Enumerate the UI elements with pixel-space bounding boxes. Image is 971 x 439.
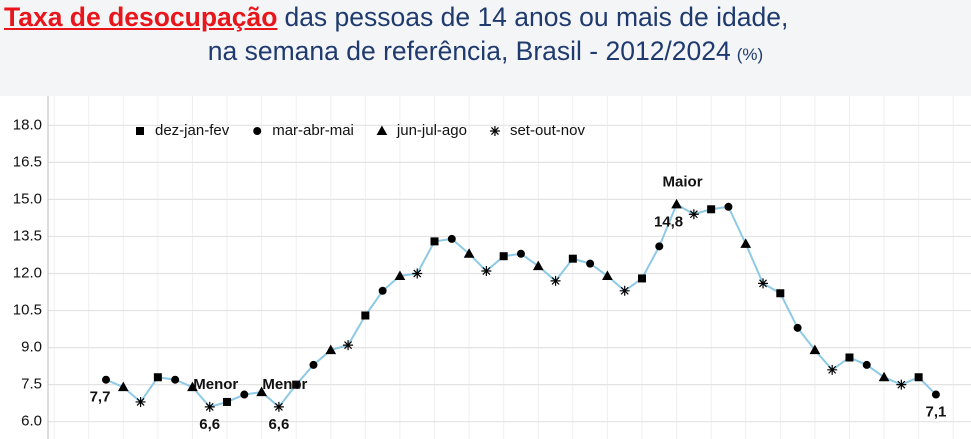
data-point <box>776 289 785 298</box>
data-point <box>619 285 630 296</box>
data-point <box>568 254 577 263</box>
data-point <box>827 364 838 375</box>
data-point <box>378 286 387 295</box>
data-point <box>586 259 595 268</box>
y-tick-label: 12.0 <box>13 264 42 281</box>
data-point <box>117 381 129 392</box>
legend-label: jun-jul-ago <box>396 122 467 139</box>
legend-label: set-out-nov <box>510 122 586 139</box>
data-point <box>412 268 423 279</box>
title: Taxa de desocupação <box>4 2 278 32</box>
data-point <box>463 248 475 258</box>
data-point <box>343 340 354 351</box>
legend-label: mar-abr-mai <box>272 122 354 139</box>
data-point <box>394 270 406 280</box>
data-point <box>102 375 110 384</box>
data-point <box>223 397 232 406</box>
annotation: Maior <box>663 173 703 190</box>
data-point <box>671 198 682 209</box>
y-tick-label: 6.0 <box>21 413 42 430</box>
data-point <box>187 381 198 392</box>
data-point <box>499 252 508 261</box>
data-point <box>637 274 646 283</box>
value-label: 7,1 <box>925 404 946 421</box>
legend-label: dez-jan-fev <box>155 122 230 139</box>
data-point <box>171 375 180 384</box>
data-point <box>292 380 301 389</box>
annotation: Menor <box>262 376 307 393</box>
data-point <box>325 344 337 355</box>
data-point <box>240 390 249 399</box>
legend-marker <box>376 125 388 135</box>
data-point <box>256 386 267 397</box>
data-point <box>516 249 525 258</box>
value-label: 14,8 <box>654 213 683 230</box>
legend-marker <box>253 127 262 135</box>
data-point <box>153 373 162 382</box>
data-point <box>758 278 769 289</box>
y-tick-label: 9.0 <box>21 339 42 356</box>
legend-marker <box>136 127 144 135</box>
data-point <box>532 260 544 271</box>
title-line: Taxa de desocupação das pessoas de 14 ano… <box>4 2 788 33</box>
data-point <box>447 234 456 243</box>
value-label: 7,7 <box>90 389 111 406</box>
y-tick-label: 18.0 <box>13 116 42 133</box>
unit: (%) <box>736 45 764 64</box>
data-point <box>724 202 733 211</box>
data-point <box>481 266 492 277</box>
data-point <box>914 373 923 382</box>
header: Taxa de desocupação das pessoas de 14 ano… <box>0 0 971 96</box>
data-point <box>135 396 146 407</box>
chart: 6.0 7.5 9.0 10.5 12.0 13.5 15.0 16.5 18.0 7,7 7,1 1… <box>13 96 971 439</box>
data-point <box>602 270 613 280</box>
data-point <box>361 311 370 320</box>
data-point <box>740 238 752 248</box>
data-point <box>707 205 716 214</box>
title-line: na semana de referência, Brasil - 2012/2… <box>0 36 971 67</box>
data-point <box>204 401 215 412</box>
value-label: 6,6 <box>199 416 220 433</box>
data-point <box>862 360 871 369</box>
data-point <box>845 353 854 362</box>
subtitle: na semana de referência, Brasil - 2012/2… <box>207 36 731 66</box>
data-point <box>550 275 561 286</box>
value-label: 6,6 <box>268 416 289 433</box>
data-point <box>273 401 284 412</box>
data-point <box>309 360 318 369</box>
data-point <box>896 379 907 390</box>
data-point <box>793 323 802 332</box>
y-tick-label: 7.5 <box>21 376 42 393</box>
y-tick-label: 16.5 <box>13 153 42 170</box>
legend-marker <box>489 126 500 136</box>
data-point <box>809 344 821 355</box>
data-point <box>430 237 439 246</box>
data-point <box>878 371 890 382</box>
data-point <box>688 209 699 220</box>
y-tick-label: 15.0 <box>13 190 42 207</box>
y-tick-label: 13.5 <box>13 227 42 244</box>
data-point <box>931 390 940 399</box>
subtitle: das pessoas de 14 anos ou mais de idade, <box>284 2 789 32</box>
annotation: Menor <box>193 376 238 393</box>
data-point <box>655 242 664 251</box>
y-tick-label: 10.5 <box>13 302 42 319</box>
